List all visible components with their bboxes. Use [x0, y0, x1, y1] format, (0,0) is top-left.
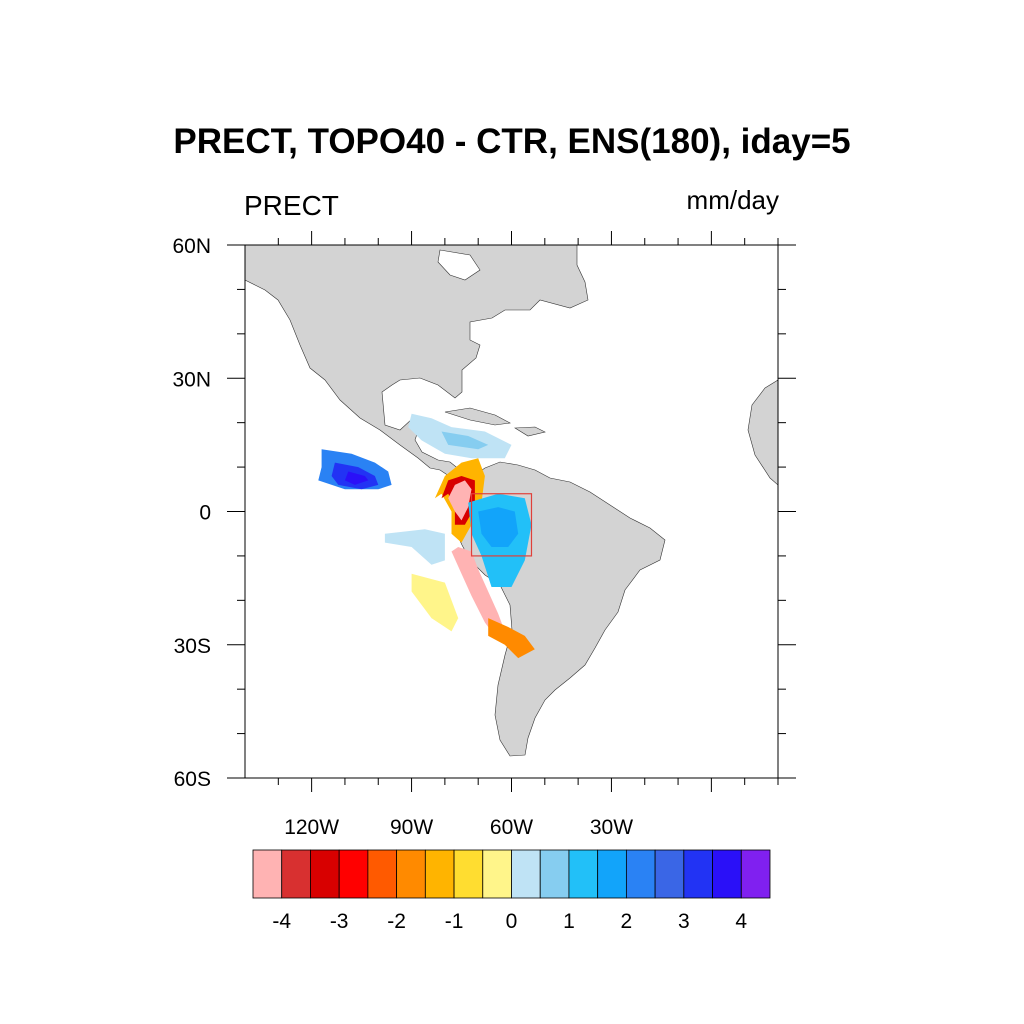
lat-label: 60N [172, 235, 211, 258]
colorbar-swatch [338, 849, 369, 899]
colorbar-swatch [597, 849, 627, 899]
colorbar-swatch [740, 849, 771, 899]
lat-label: 30N [172, 368, 211, 391]
colorbar-swatch [482, 849, 512, 899]
colorbar-swatch [281, 849, 311, 899]
colorbar-label: -2 [387, 910, 406, 933]
colorbar-swatch [367, 849, 398, 899]
lon-label: 30W [590, 816, 633, 839]
units-label: mm/day [686, 185, 779, 215]
hudson-bay-water [437, 249, 481, 281]
colorbar-label: -1 [445, 910, 464, 933]
pacific-dry-streak [411, 573, 459, 632]
pacific-wet-streak [384, 529, 445, 565]
colorbar-label: 3 [678, 910, 690, 933]
colorbar-swatch [310, 849, 340, 899]
colorbar-swatch [396, 849, 426, 899]
colorbar-label: 4 [735, 910, 747, 933]
lon-label: 120W [284, 816, 339, 839]
lon-label: 60W [490, 816, 533, 839]
colorbar-swatch [539, 849, 570, 899]
precip-anomaly-layer [318, 413, 535, 659]
colorbar-label: -3 [330, 910, 349, 933]
colombia-dry-core [448, 480, 472, 521]
hispaniola-island [514, 426, 546, 437]
southeast-dry-anomaly [488, 618, 535, 659]
region-box-outline [470, 493, 533, 557]
caribbean-wet-patch [441, 431, 489, 450]
colorbar-label: 0 [506, 910, 518, 933]
cuba-island [444, 407, 511, 426]
colorbar-swatch [252, 849, 283, 899]
lat-label: 30S [174, 635, 211, 658]
colorbar-swatch [654, 849, 685, 899]
colorbar-swatch [625, 849, 656, 899]
colorbar-label: -4 [272, 910, 291, 933]
left-string: PRECT [244, 190, 339, 221]
africa-land [747, 379, 778, 486]
colorbar-label: 1 [563, 910, 575, 933]
map-axes: 60N 30N 0 30S 60S 120W 90W 60W 30W [172, 231, 796, 839]
colorbar-label: 2 [621, 910, 633, 933]
peru-dry-strip [451, 547, 505, 636]
analysis-region-box [470, 493, 533, 557]
colorbar-swatch [424, 849, 455, 899]
plot-title: PRECT, TOPO40 - CTR, ENS(180), iday=5 [173, 122, 851, 161]
colorbar: -4 -3 -2 -1 0 1 2 3 4 [252, 849, 771, 933]
colorbar-swatch [683, 849, 713, 899]
colorbar-swatch [568, 849, 599, 899]
colorbar-swatch [453, 849, 484, 899]
lat-label: 60S [174, 768, 211, 791]
east-pacific-wet-center [344, 471, 369, 485]
lat-label: 0 [199, 502, 211, 525]
colorbar-swatch [511, 849, 541, 899]
lon-label: 90W [390, 816, 433, 839]
colorbar-swatch [712, 849, 742, 899]
amazon-wet-core [478, 507, 519, 547]
